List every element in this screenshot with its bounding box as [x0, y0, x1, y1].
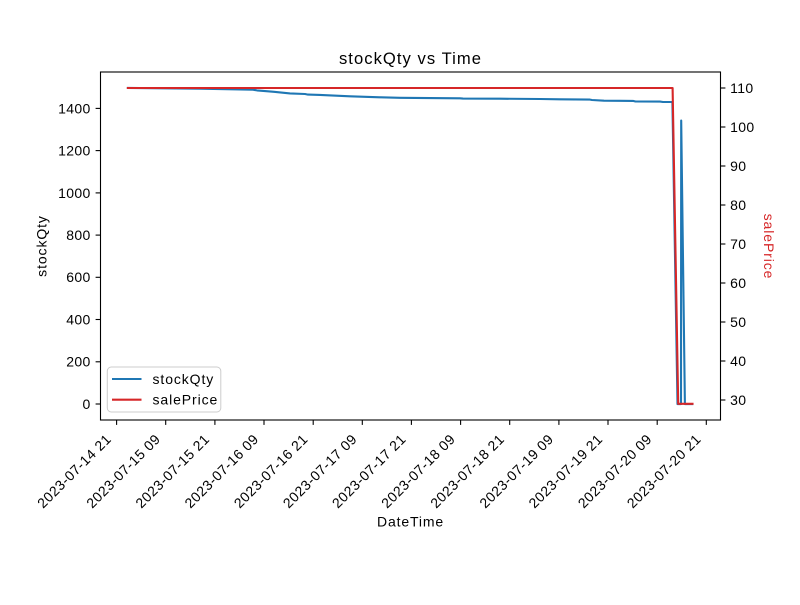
svg-text:110: 110 — [730, 80, 753, 96]
svg-text:80: 80 — [730, 197, 746, 213]
svg-text:stockQty vs Time: stockQty vs Time — [339, 49, 482, 68]
svg-text:70: 70 — [730, 236, 746, 252]
svg-text:0: 0 — [83, 396, 91, 412]
svg-text:60: 60 — [730, 275, 746, 291]
svg-text:30: 30 — [730, 392, 746, 408]
svg-text:200: 200 — [66, 354, 90, 370]
svg-text:100: 100 — [730, 119, 754, 135]
svg-text:stockQty: stockQty — [34, 215, 50, 277]
svg-text:400: 400 — [66, 311, 90, 327]
svg-text:90: 90 — [730, 158, 746, 174]
svg-text:1400: 1400 — [58, 100, 91, 116]
svg-text:DateTime: DateTime — [377, 514, 444, 530]
svg-text:salePrice: salePrice — [153, 392, 219, 408]
svg-text:1000: 1000 — [58, 185, 91, 201]
svg-text:50: 50 — [730, 314, 746, 330]
svg-text:stockQty: stockQty — [153, 371, 215, 387]
svg-text:40: 40 — [730, 353, 746, 369]
svg-text:600: 600 — [66, 269, 90, 285]
svg-text:1200: 1200 — [58, 143, 91, 159]
svg-text:salePrice: salePrice — [761, 214, 777, 280]
svg-text:800: 800 — [66, 227, 90, 243]
